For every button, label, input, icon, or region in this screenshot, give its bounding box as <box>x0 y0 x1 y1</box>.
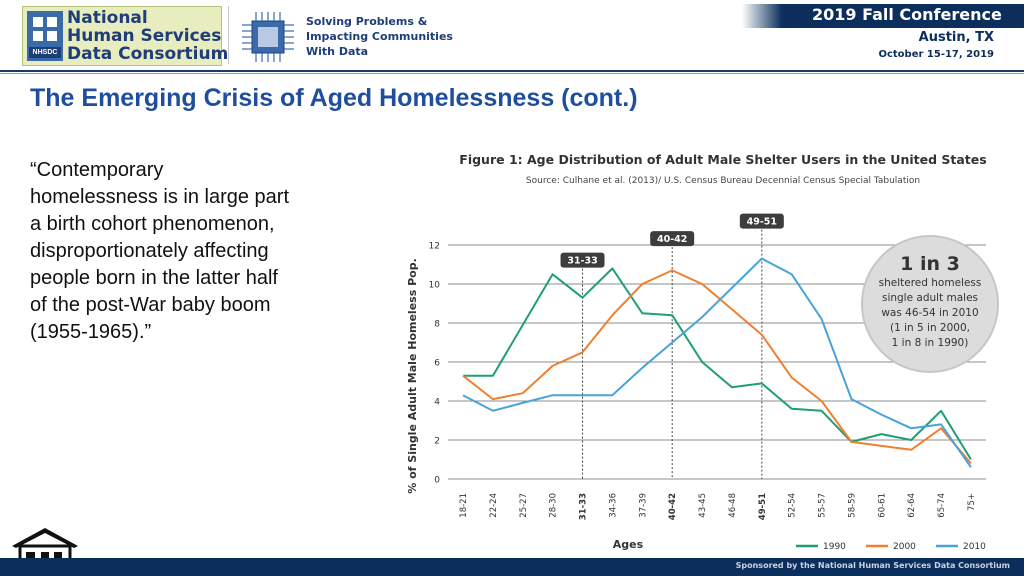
age-markers: 31-33 40-42 49-51 <box>560 213 784 479</box>
x-tick-label: 40-42 <box>668 493 678 520</box>
logo-line-2: Human Services <box>67 26 222 46</box>
x-tick-label: 65-74 <box>937 493 947 518</box>
logo-line-3: Data Consortium <box>67 44 229 64</box>
series-line-2010 <box>462 257 972 468</box>
header-rule-thin <box>0 73 1024 74</box>
age-distribution-chart: Figure 1: Age Distribution of Adult Male… <box>398 148 1014 554</box>
x-tick-label: 46-48 <box>728 493 738 518</box>
x-tick-label: 37-39 <box>638 493 648 518</box>
x-tick-label: 25-27 <box>519 493 529 518</box>
legend-label-1990: 1990 <box>823 542 846 552</box>
tagline-line-3: With Data <box>306 45 369 58</box>
y-tick-label: 6 <box>434 359 440 369</box>
marker-label-box <box>650 231 695 247</box>
logo-line-1: National <box>67 8 148 28</box>
callout-line: single adult males <box>882 292 978 304</box>
chart-legend: 1990 2000 2010 <box>796 542 986 552</box>
legend-label-2010: 2010 <box>963 542 986 552</box>
header-bar: NHSDC National Human Services Data Conso… <box>0 0 1024 70</box>
conference-dates: October 15-17, 2019 <box>878 49 994 60</box>
y-axis-label: % of Single Adult Male Homeless Pop. <box>406 258 419 494</box>
y-tick-label: 2 <box>434 437 440 447</box>
tagline-line-2: Impacting Communities <box>306 30 453 43</box>
x-tick-label: 18-21 <box>459 493 469 518</box>
sponsor-text: Sponsored by the National Human Services… <box>735 561 1010 570</box>
x-tick-label: 34-36 <box>608 493 618 518</box>
slide-title: The Emerging Crisis of Aged Homelessness… <box>30 84 638 112</box>
marker-label-box <box>739 213 784 229</box>
x-tick-label: 55-57 <box>818 493 828 518</box>
header-divider <box>228 6 229 64</box>
chart-title: Figure 1: Age Distribution of Adult Male… <box>459 152 986 167</box>
x-tick-labels: 18-21 22-24 25-27 28-30 31-33 34-36 37-39 40-42… <box>459 493 977 520</box>
y-tick-label: 10 <box>429 281 441 291</box>
marker-label: 31-33 <box>567 256 597 267</box>
y-tick-label: 8 <box>434 320 440 330</box>
logo-text: National Human Services Data Consortium <box>67 9 228 63</box>
circuit-chip-icon <box>242 12 294 62</box>
series-lines <box>462 257 972 468</box>
legend-label-2000: 2000 <box>893 542 916 552</box>
tagline: Solving Problems & Impacting Communities… <box>306 14 453 59</box>
quote-text: “Contemporary homelessness is in large p… <box>30 159 290 343</box>
footer-bar: Sponsored by the National Human Services… <box>0 558 1024 576</box>
x-tick-label: 31-33 <box>579 493 589 520</box>
nhsdc-logo[interactable]: NHSDC National Human Services Data Conso… <box>22 6 228 66</box>
conference-city: Austin, TX <box>918 30 994 45</box>
chart-subtitle: Source: Culhane et al. (2013)/ U.S. Cens… <box>526 176 920 186</box>
tagline-line-1: Solving Problems & <box>306 15 428 28</box>
x-tick-label: 28-30 <box>549 493 559 518</box>
marker-label: 49-51 <box>747 217 777 228</box>
callout-line: sheltered homeless <box>879 277 982 289</box>
y-tick-label: 0 <box>434 476 440 486</box>
marker-label-box <box>560 252 605 268</box>
callout-line: 1 in 8 in 1990) <box>892 337 969 349</box>
callout-line: was 46-54 in 2010 <box>881 307 978 319</box>
conference-title: 2019 Fall Conference <box>812 5 1002 24</box>
x-tick-label: 60-61 <box>877 493 887 518</box>
marker-label: 40-42 <box>657 234 687 245</box>
callout-circle: 1 in 3 sheltered homeless single adult m… <box>861 235 999 373</box>
logo-grid-icon: NHSDC <box>27 11 63 61</box>
conference-banner <box>742 4 1024 28</box>
x-tick-label: 52-54 <box>788 493 798 518</box>
y-tick-label: 4 <box>434 398 440 408</box>
y-tick-labels: 0 2 4 6 8 10 12 <box>429 242 441 486</box>
x-tick-label: 58-59 <box>847 493 857 518</box>
x-tick-label: 22-24 <box>489 493 499 518</box>
logo-mark: NHSDC <box>29 47 61 58</box>
callout-bubble <box>861 235 999 373</box>
series-line-2000 <box>462 269 972 465</box>
callout-headline: 1 in 3 <box>900 253 960 275</box>
x-tick-label: 75+ <box>967 493 977 511</box>
x-tick-label: 62-64 <box>907 493 917 518</box>
y-tick-label: 12 <box>429 242 440 252</box>
x-axis-label: Ages <box>613 538 644 551</box>
callout-line: (1 in 5 in 2000, <box>890 322 970 334</box>
series-line-1990 <box>463 267 972 461</box>
x-tick-label: 49-51 <box>758 493 768 520</box>
x-tick-label: 43-45 <box>698 493 708 518</box>
header-rule <box>0 70 1024 72</box>
